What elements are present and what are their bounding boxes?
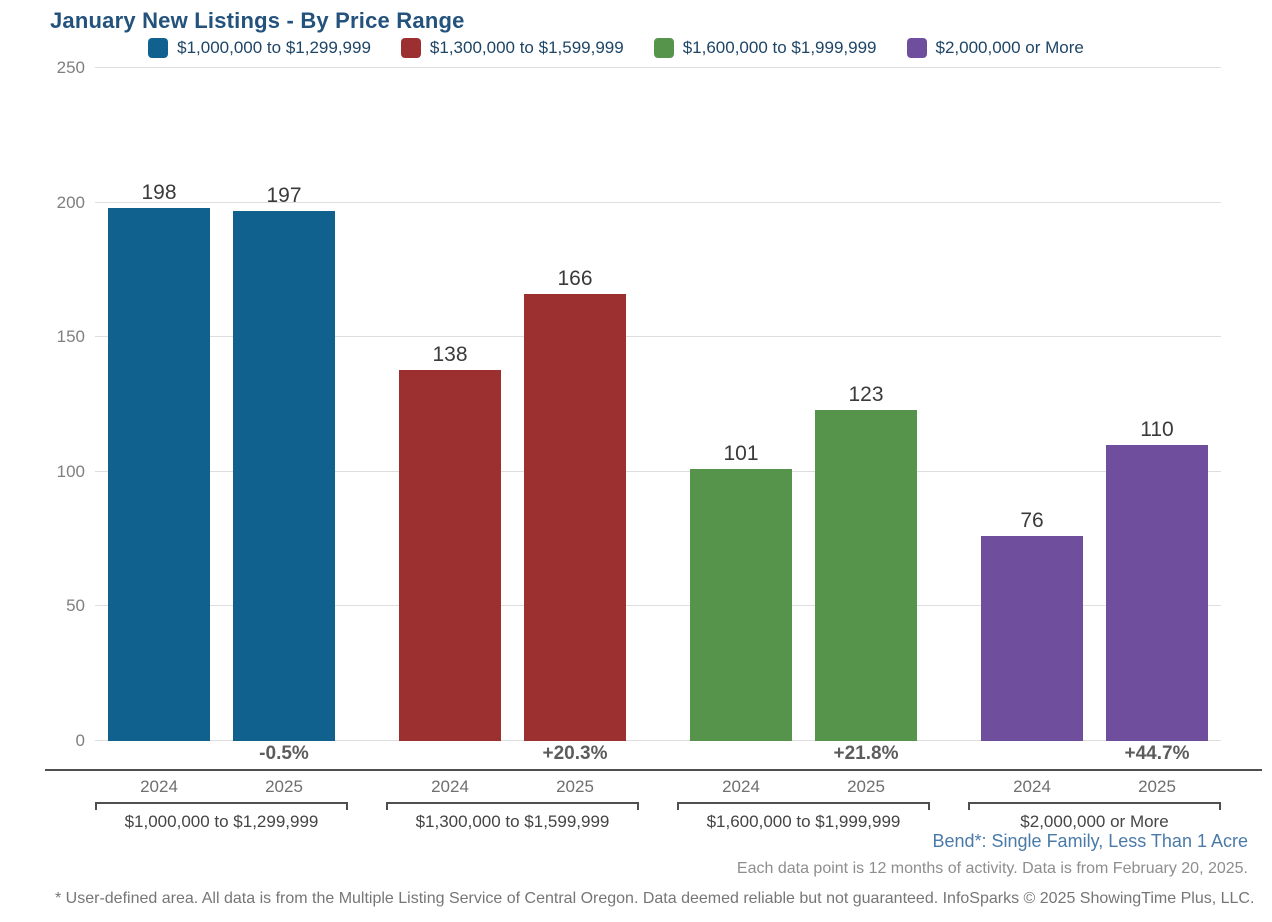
bar-value-label: 101 [723,442,759,466]
group-label: $1,600,000 to $1,999,999 [706,812,901,831]
y-tick-label: 250 [56,58,85,77]
group-bracket [677,802,930,810]
percent-row: +21.8% [677,741,930,769]
footer-disclaimer: * User-defined area. All data is from th… [55,890,1255,907]
group-bracket [968,802,1221,810]
bar-2024[interactable] [399,369,501,741]
legend-label: $1,300,000 to $1,599,999 [429,38,624,57]
bar-group: 198 197 -0.5% 2024 2025 $1,000,000 to $1,299,… [95,68,348,832]
year-label: 2024 [722,777,760,796]
group-bracket [386,802,639,810]
year-label: 2024 [431,777,469,796]
bar-slot: 166 [524,267,626,741]
group-label: $2,000,000 or More [1020,812,1169,831]
bar-value-label: 138 [432,342,468,366]
year-label: 2024 [140,777,178,796]
bar-2025[interactable] [815,409,917,741]
bar-2025[interactable] [524,294,626,741]
bar-2024[interactable] [690,469,792,741]
percent-row: +20.3% [386,741,639,769]
y-tick-label: 50 [66,596,85,616]
bar-slot: 197 [233,184,335,741]
years-row: 2024 2025 [386,777,639,797]
legend: $1,000,000 to $1,299,999 $1,300,000 to $1… [0,38,1232,58]
legend-label: $1,000,000 to $1,299,999 [177,38,371,57]
y-tick-label: 100 [56,461,85,481]
legend-swatch-icon [653,38,674,58]
percent-row: -0.5% [95,741,348,769]
legend-item[interactable]: $1,600,000 to $1,999,999 [653,38,877,58]
year-label: 2025 [265,777,303,796]
gridline [95,336,1221,338]
legend-item[interactable]: $1,300,000 to $1,599,999 [400,38,624,58]
gridline [95,67,1221,68]
y-tick-label: 200 [56,192,85,212]
bars-row: 198 197 [95,68,348,741]
bar-slot: 110 [1106,418,1208,741]
footer-area-label: Bend*: Single Family, Less Than 1 Acre [932,831,1248,851]
group-bracket [95,802,348,810]
x-axis-line [45,769,1262,771]
bar-2025[interactable] [233,210,335,741]
years-row: 2024 2025 [968,777,1221,797]
legend-item[interactable]: $2,000,000 or More [906,38,1084,58]
gridline [95,201,1221,203]
bar-value-label: 76 [1020,509,1044,533]
legend-swatch-icon [148,38,169,58]
bar-slot: 101 [690,442,792,741]
percent-change-label: -0.5% [259,743,309,764]
percent-change-label: +20.3% [542,743,608,764]
bar-value-label: 197 [266,183,302,207]
bars-row: 138 166 [386,68,639,741]
group-label: $1,000,000 to $1,299,999 [124,812,319,831]
bar-value-label: 166 [557,267,593,291]
y-axis-labels: 0 50 100 150 200 250 [0,58,85,750]
legend-swatch-icon [400,38,421,58]
bar-2024[interactable] [981,536,1083,741]
years-row: 2024 2025 [95,777,348,797]
bar-value-label: 110 [1140,417,1174,441]
bar-value-label: 123 [848,382,884,406]
percent-change-label: +44.7% [1124,743,1190,764]
footer-data-note: Each data point is 12 months of activity… [736,860,1248,877]
legend-swatch-icon [906,38,927,58]
bar-group: 138 166 +20.3% 2024 2025 $1,300,000 to $1,599… [386,68,639,832]
gridline [95,605,1221,607]
bar-2024[interactable] [108,207,210,741]
y-tick-label: 150 [56,327,85,347]
bars-row: 76 110 [968,68,1221,741]
bar-slot: 198 [108,181,210,741]
bar-group: 101 123 +21.8% 2024 2025 $1,600,000 to $1,999… [677,68,930,832]
gridline [95,470,1221,472]
bar-groups: 198 197 -0.5% 2024 2025 $1,000,000 to $1,299,… [95,68,1221,832]
bar-slot: 138 [399,343,501,741]
year-label: 2024 [1013,777,1051,796]
legend-item[interactable]: $1,000,000 to $1,299,999 [148,38,371,58]
legend-label: $1,600,000 to $1,999,999 [682,38,877,57]
bars-row: 101 123 [677,68,930,741]
group-label: $1,300,000 to $1,599,999 [415,812,610,831]
y-tick-label: 0 [75,731,85,750]
bar-slot: 123 [815,383,917,741]
years-row: 2024 2025 [677,777,930,797]
percent-row: +44.7% [968,741,1221,769]
gridlines [95,67,1221,741]
year-label: 2025 [556,777,594,796]
year-label: 2025 [1138,777,1176,796]
percent-change-label: +21.8% [833,743,899,764]
gridline [95,740,1221,741]
bar-value-label: 198 [141,180,177,204]
year-label: 2025 [847,777,885,796]
bar-slot: 76 [981,509,1083,741]
bar-2025[interactable] [1106,444,1208,741]
bar-group: 76 110 +44.7% 2024 2025 $2,000,000 or More [968,68,1221,832]
chart-title: January New Listings - By Price Range [50,8,465,33]
legend-label: $2,000,000 or More [935,38,1084,57]
